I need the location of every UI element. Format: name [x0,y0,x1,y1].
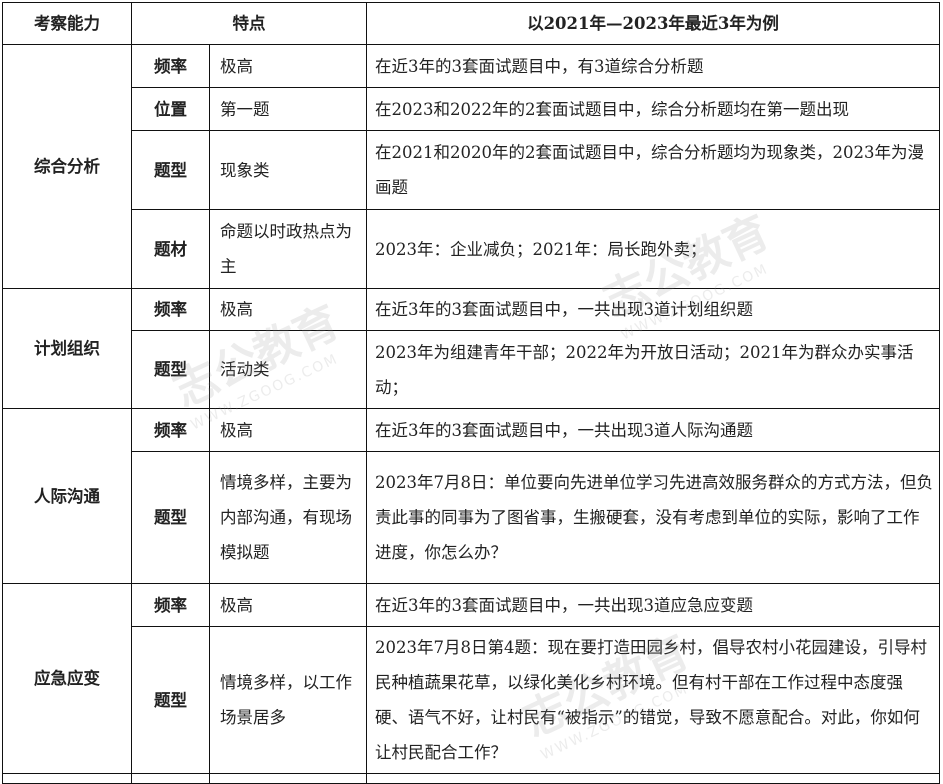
table-row: 题型 情境多样，以工作场景居多 2023年7月8日第4题：现在要打造田园乡村，倡导农… [3,626,940,774]
feature-cell: 极高 [209,583,367,627]
empty-cell [366,773,940,784]
header-feature: 特点 [131,2,367,45]
feature-cell: 极高 [209,408,367,452]
header-row: 考察能力 特点 以2021年—2023年最近3年为例 [2,2,940,45]
table-row: 人际沟通 频率 极高 在近3年的3套面试题目中，一共出现3道人际沟通题 [2,408,940,584]
feature-cell: 情境多样，以工作场景居多 [209,626,367,774]
feature-cell: 极高 [209,44,367,88]
ability-cell: 计划组织 [2,288,132,409]
example-cell: 在近3年的3套面试题目中，一共出现3道人际沟通题 [366,408,940,452]
example-cell: 在近3年的3套面试题目中，有3道综合分析题 [366,44,940,88]
example-cell: 在近3年的3套面试题目中，一共出现3道应急应变题 [366,583,940,627]
example-cell: 2023年7月8日：单位要向先进单位学习先进高效服务群众的方式方法，但负责此事的… [366,451,940,584]
attribute-cell: 题型 [131,130,210,210]
table-row: 位置 第一题 在2023和2022年的2套面试题目中，综合分析题均在第一题出现 [3,87,940,131]
attribute-cell: 题型 [131,330,210,409]
feature-cell: 活动类 [209,330,367,409]
ability-cell: 应急应变 [2,583,132,774]
example-cell: 2023年：企业减负；2021年：局长跑外卖； [366,209,940,289]
attribute-cell: 题型 [131,451,210,584]
feature-cell: 情境多样，主要为内部沟通，有现场模拟题 [209,451,367,584]
empty-cell [131,773,210,784]
header-ability: 考察能力 [2,2,132,45]
table-row: 题型 情境多样，主要为内部沟通，有现场模拟题 2023年7月8日：单位要向先进单位学… [3,451,940,584]
table-row: 计划组织 频率 极高 在近3年的3套面试题目中，一共出现3道计划组织题 [2,288,940,409]
header-example: 以2021年—2023年最近3年为例 [366,2,940,45]
attribute-cell: 题材 [131,209,210,289]
ability-cell: 人际沟通 [2,408,132,584]
feature-cell: 极高 [209,288,367,331]
attribute-cell: 频率 [131,583,210,627]
attribute-cell: 题型 [131,626,210,774]
feature-cell: 现象类 [209,130,367,210]
table-row: 题材 命题以时政热点为主 2023年：企业减负；2021年：局长跑外卖； [3,209,940,289]
table-row: 应急应变 频率 极高 在近3年的3套面试题目中，一共出现3道应急应变题 [2,583,940,774]
attribute-cell: 位置 [131,87,210,131]
attribute-cell: 频率 [131,408,210,452]
attribute-cell: 频率 [131,44,210,88]
ability-cell: 综合分析 [2,44,132,289]
table-row: 综合分析 频率 极高 在近3年的3套面试题目中，有3道综合分析题 [2,44,940,289]
table-row: 题型 活动类 2023年为组建青年干部；2022年为开放日活动；2021年为群众办实… [3,330,940,409]
example-cell: 在2021和2020年的2套面试题目中，综合分析题均为现象类，2023年为漫画题 [366,130,940,210]
empty-cell [2,773,132,784]
empty-cell [209,773,367,784]
example-cell: 2023年为组建青年干部；2022年为开放日活动；2021年为群众办实事活动； [366,330,940,409]
attribute-cell: 频率 [131,288,210,331]
example-cell: 在近3年的3套面试题目中，一共出现3道计划组织题 [366,288,940,331]
feature-cell: 命题以时政热点为主 [209,209,367,289]
table-row [2,773,940,784]
example-cell: 2023年7月8日第4题：现在要打造田园乡村，倡导农村小花园建设，引导村民种植蔬… [366,626,940,774]
example-cell: 在2023和2022年的2套面试题目中，综合分析题均在第一题出现 [366,87,940,131]
table-row: 题型 现象类 在2021和2020年的2套面试题目中，综合分析题均为现象类，2023… [3,130,940,210]
feature-cell: 第一题 [209,87,367,131]
